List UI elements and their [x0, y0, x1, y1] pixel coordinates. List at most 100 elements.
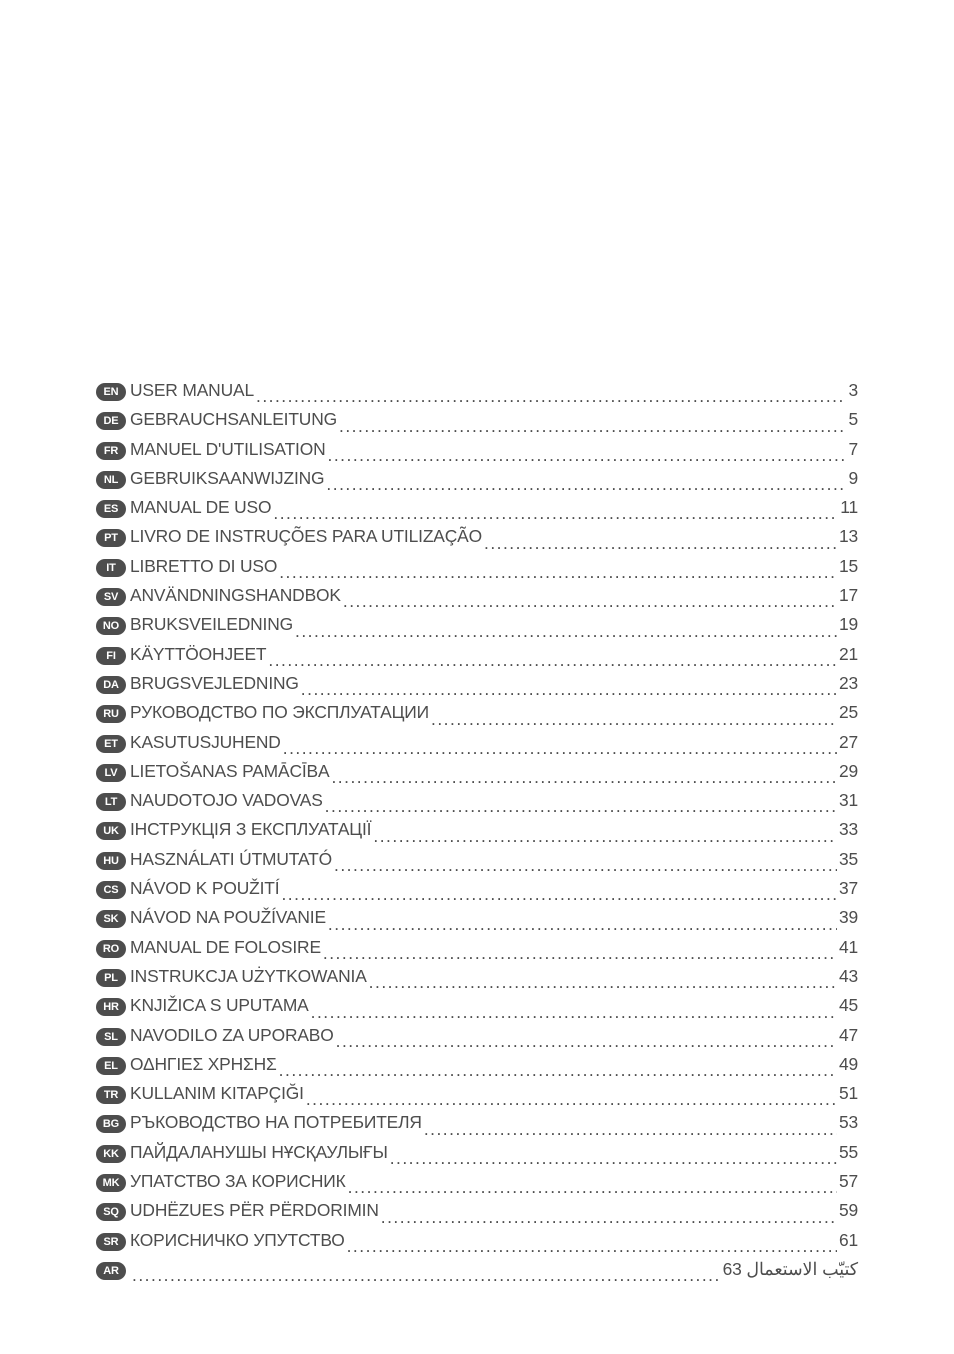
dot-leader	[301, 683, 837, 702]
dot-leader	[325, 800, 837, 819]
toc-page-number: 31	[839, 790, 858, 811]
toc-row: ENUSER MANUAL 3	[96, 380, 858, 409]
dot-leader	[369, 976, 837, 995]
dot-leader	[326, 478, 846, 497]
toc-title: ANVÄNDNINGSHANDBOK	[130, 585, 341, 606]
toc-page-number: 63	[723, 1259, 742, 1280]
toc-page-number: 49	[839, 1054, 858, 1075]
language-badge: UK	[96, 822, 126, 840]
language-badge: KK	[96, 1145, 126, 1163]
dot-leader	[328, 449, 847, 468]
toc-row: FIKÄYTTÖOHJEET21	[96, 644, 858, 673]
toc-page-number: 57	[839, 1171, 858, 1192]
toc-title: ΟΔΗΓΙΕΣ ΧΡΗΣΗΣ	[130, 1054, 277, 1075]
dot-leader	[484, 537, 837, 556]
toc-title: LIETOŠANAS PAMĀCĪBA	[130, 761, 329, 782]
language-badge: TR	[96, 1086, 126, 1104]
language-badge: DE	[96, 412, 126, 430]
toc-title: GEBRUIKSAANWIJZING	[130, 468, 324, 489]
toc-page-number: 27	[839, 732, 858, 753]
toc-title: KULLANIM KITAPÇIĞI	[130, 1083, 304, 1104]
toc-row: TRKULLANIM KITAPÇIĞI51	[96, 1083, 858, 1112]
language-badge: AR	[96, 1262, 126, 1280]
dot-leader	[273, 507, 838, 526]
toc-row: LTNAUDOTOJO VADOVAS31	[96, 790, 858, 819]
dot-leader	[268, 654, 837, 673]
language-badge: RO	[96, 940, 126, 958]
toc-title: UDHËZUES PËR PËRDORIMIN	[130, 1200, 379, 1221]
toc-title: ІНСТРУКЦІЯ З ЕКСПЛУАТАЦІЇ	[130, 819, 371, 840]
toc-page-number: 25	[839, 702, 858, 723]
toc-page-number: 61	[839, 1230, 858, 1251]
toc-page-number: 53	[839, 1112, 858, 1133]
toc-row: DABRUGSVEJLEDNING23	[96, 673, 858, 702]
dot-leader	[339, 419, 846, 438]
toc-title: GEBRAUCHSANLEITUNG	[130, 409, 337, 430]
dot-leader	[424, 1123, 837, 1142]
language-badge: NL	[96, 471, 126, 489]
toc-page-number: 11	[840, 497, 858, 518]
toc-title: MANUAL DE FOLOSIRE	[130, 937, 321, 958]
dot-leader	[281, 888, 837, 907]
dot-leader	[373, 830, 837, 849]
toc-title: NAUDOTOJO VADOVAS	[130, 790, 323, 811]
toc-row: SLNAVODILO ZA UPORABO47	[96, 1025, 858, 1054]
dot-leader	[295, 625, 837, 644]
toc-row: BGРЪКОВОДСТВО НА ПОТРЕБИТЕЛЯ53	[96, 1112, 858, 1141]
toc-page-number: 23	[839, 673, 858, 694]
language-badge: LV	[96, 764, 126, 782]
language-badge: BG	[96, 1115, 126, 1133]
dot-leader	[347, 1240, 837, 1259]
toc-page-number: 47	[839, 1025, 858, 1046]
dot-leader	[323, 947, 837, 966]
toc-page-number: 45	[839, 995, 858, 1016]
language-badge: NO	[96, 617, 126, 635]
toc-row: NOBRUKSVEILEDNING19	[96, 614, 858, 643]
language-badge: EL	[96, 1057, 126, 1075]
dot-leader	[132, 1269, 721, 1288]
toc-row: SRКОРИСНИЧКО УПУТСТВО61	[96, 1230, 858, 1259]
table-of-contents: ENUSER MANUAL3DEGEBRAUCHSANLEITUNG5FRMAN…	[96, 380, 858, 1288]
toc-title: كتيّب الاستعمال	[746, 1259, 858, 1280]
toc-page-number: 3	[848, 380, 858, 401]
language-badge: SR	[96, 1233, 126, 1251]
toc-title: BRUGSVEJLEDNING	[130, 673, 299, 694]
toc-page-number: 29	[839, 761, 858, 782]
dot-leader	[311, 1005, 837, 1024]
language-badge: CS	[96, 881, 126, 899]
toc-title: NAVODILO ZA UPORABO	[130, 1025, 334, 1046]
toc-row: SVANVÄNDNINGSHANDBOK17	[96, 585, 858, 614]
toc-title: NÁVOD K POUŽITÍ	[130, 878, 279, 899]
toc-row: LVLIETOŠANAS PAMĀCĪBA 29	[96, 761, 858, 790]
toc-row: PTLIVRO DE INSTRUÇÕES PARA UTILIZAÇÃO13	[96, 526, 858, 555]
language-badge: PT	[96, 529, 126, 547]
toc-row: HRKNJIŽICA S UPUTAMA45	[96, 995, 858, 1024]
language-badge: EN	[96, 383, 126, 401]
language-badge: ES	[96, 500, 126, 518]
toc-title: ПАЙДАЛАНУШЫ НҰСҚАУЛЫҒЫ	[130, 1142, 388, 1163]
toc-row: ESMANUAL DE USO11	[96, 497, 858, 526]
language-badge: IT	[96, 559, 126, 577]
toc-title: INSTRUKCJA UŻYTKOWANIA	[130, 966, 367, 987]
toc-title: BRUKSVEILEDNING	[130, 614, 293, 635]
toc-title: USER MANUAL	[130, 380, 254, 401]
toc-row: CSNÁVOD K POUŽITÍ37	[96, 878, 858, 907]
toc-row: ITLIBRETTO DI USO15	[96, 556, 858, 585]
dot-leader	[431, 712, 837, 731]
toc-row: ROMANUAL DE FOLOSIRE41	[96, 937, 858, 966]
language-badge: MK	[96, 1174, 126, 1192]
toc-title: LIBRETTO DI USO	[130, 556, 277, 577]
dot-leader	[336, 1035, 837, 1054]
toc-title: KASUTUSJUHEND	[130, 732, 281, 753]
dot-leader	[279, 566, 837, 585]
dot-leader	[334, 859, 837, 878]
dot-leader	[348, 1181, 837, 1200]
toc-title: РУКОВОДСТВО ПО ЭКСПЛУАТАЦИИ	[130, 702, 429, 723]
dot-leader	[381, 1210, 837, 1229]
dot-leader	[283, 742, 837, 761]
language-badge: SQ	[96, 1203, 126, 1221]
dot-leader	[343, 595, 837, 614]
language-badge: RU	[96, 705, 126, 723]
toc-title: KNJIŽICA S UPUTAMA	[130, 995, 309, 1016]
toc-page-number: 21	[839, 644, 858, 665]
